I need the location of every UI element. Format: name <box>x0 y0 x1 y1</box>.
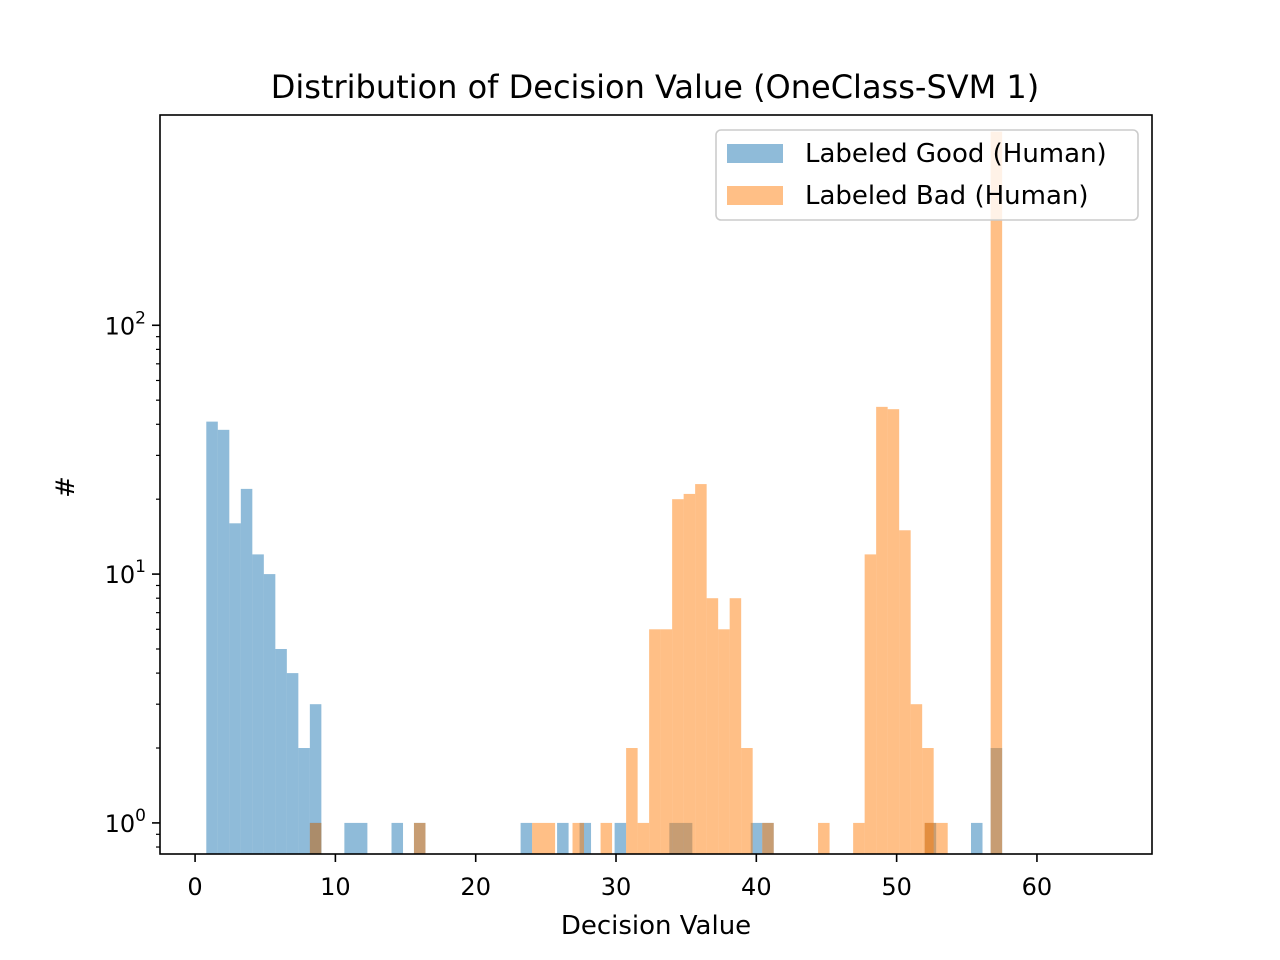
x-tick-label: 30 <box>601 873 632 901</box>
legend-label-1: Labeled Good (Human) <box>805 139 1107 169</box>
bar-series-2-bin-17 <box>762 822 774 854</box>
bar-series-1-bin-8 <box>286 673 299 854</box>
bar-series-1-bin-7 <box>275 648 287 854</box>
legend-swatch-1 <box>727 144 783 163</box>
bar-series-1-bin-9 <box>298 748 310 854</box>
bar-series-1-bin-2 <box>217 429 230 854</box>
y-tick-label: 102 <box>105 308 146 340</box>
bar-series-2-bin-11 <box>683 493 696 854</box>
plot-frame <box>159 114 1153 855</box>
bar-series-1-bin-3 <box>229 523 241 854</box>
bar-series-1-bin-15 <box>520 822 533 854</box>
bar-series-1-bin-23 <box>970 822 983 854</box>
bar-series-2-bin-15 <box>729 598 742 854</box>
bar-series-2-bin-12 <box>695 484 707 854</box>
x-tick-label: 20 <box>460 873 491 901</box>
bar-series-2-bin-23 <box>899 530 911 854</box>
bar-series-2-bin-2 <box>413 822 426 854</box>
bar-series-2-bin-28 <box>990 131 1003 854</box>
bar-series-2-bin-22 <box>887 409 900 854</box>
y-axis-ticks: 100 101 102 <box>105 308 160 848</box>
chart-title: Distribution of Decision Value (OneClass… <box>271 68 1040 106</box>
bar-series-1-bin-13 <box>391 822 404 854</box>
bar-series-1-bin-18 <box>614 822 627 854</box>
x-axis-ticks: 0 10 20 30 40 50 60 <box>187 854 1052 901</box>
legend-frame <box>715 129 1139 221</box>
bar-series-2-bin-4 <box>572 822 585 854</box>
bar-series-2-bin-8 <box>649 629 661 854</box>
bar-series-2-bin-25 <box>922 748 934 854</box>
x-tick-label: 50 <box>881 873 912 901</box>
bar-series-1-bin-5 <box>252 554 264 854</box>
bar-series-2-bin-5 <box>600 822 613 854</box>
x-tick-label: 40 <box>741 873 772 901</box>
bar-series-2-bin-9 <box>660 629 673 854</box>
x-tick-label: 0 <box>187 873 202 901</box>
y-axis-label: # <box>51 476 81 498</box>
bar-series-2-bin-24 <box>910 704 923 854</box>
bar-series-2-bin-26 <box>924 822 937 854</box>
legend-label-2: Labeled Bad (Human) <box>805 181 1089 211</box>
bar-series-2-bin-7 <box>637 822 650 854</box>
bar-series-2-bin-6 <box>626 748 638 854</box>
bar-series-2-bin-19 <box>853 822 865 854</box>
bar-series-2-bin-18 <box>818 822 830 854</box>
y-tick-label: 101 <box>105 557 146 589</box>
bar-series-2-bin-10 <box>672 499 684 854</box>
x-axis-label: Decision Value <box>561 911 751 941</box>
bar-series-1-bin-20 <box>750 822 763 854</box>
bar-series-1-bin-10 <box>309 704 322 854</box>
bar-series-1-bin-17 <box>579 822 592 854</box>
bar-series-2-bin-3 <box>532 822 556 854</box>
x-tick-label: 10 <box>320 873 351 901</box>
bar-series-1-bin-4 <box>240 488 253 854</box>
bars-layer <box>206 131 1003 854</box>
legend: Labeled Good (Human) Labeled Bad (Human) <box>715 129 1139 221</box>
bar-series-1-bin-16 <box>557 822 569 854</box>
bar-series-2-bin-14 <box>718 629 730 854</box>
bar-series-2-bin-27 <box>936 822 948 854</box>
bar-series-1-bin-6 <box>263 574 276 854</box>
bar-series-1-bin-12 <box>344 822 368 854</box>
bar-series-2-bin-20 <box>864 554 877 854</box>
bar-series-2-bin-13 <box>706 598 719 854</box>
y-tick-label: 100 <box>105 806 146 838</box>
legend-swatch-2 <box>727 186 783 205</box>
bar-series-2-bin-21 <box>876 406 888 854</box>
bar-series-2-bin-1 <box>309 822 322 854</box>
x-tick-label: 60 <box>1022 873 1053 901</box>
bar-series-2-bin-16 <box>741 748 753 854</box>
bar-series-1-bin-1 <box>206 421 218 854</box>
